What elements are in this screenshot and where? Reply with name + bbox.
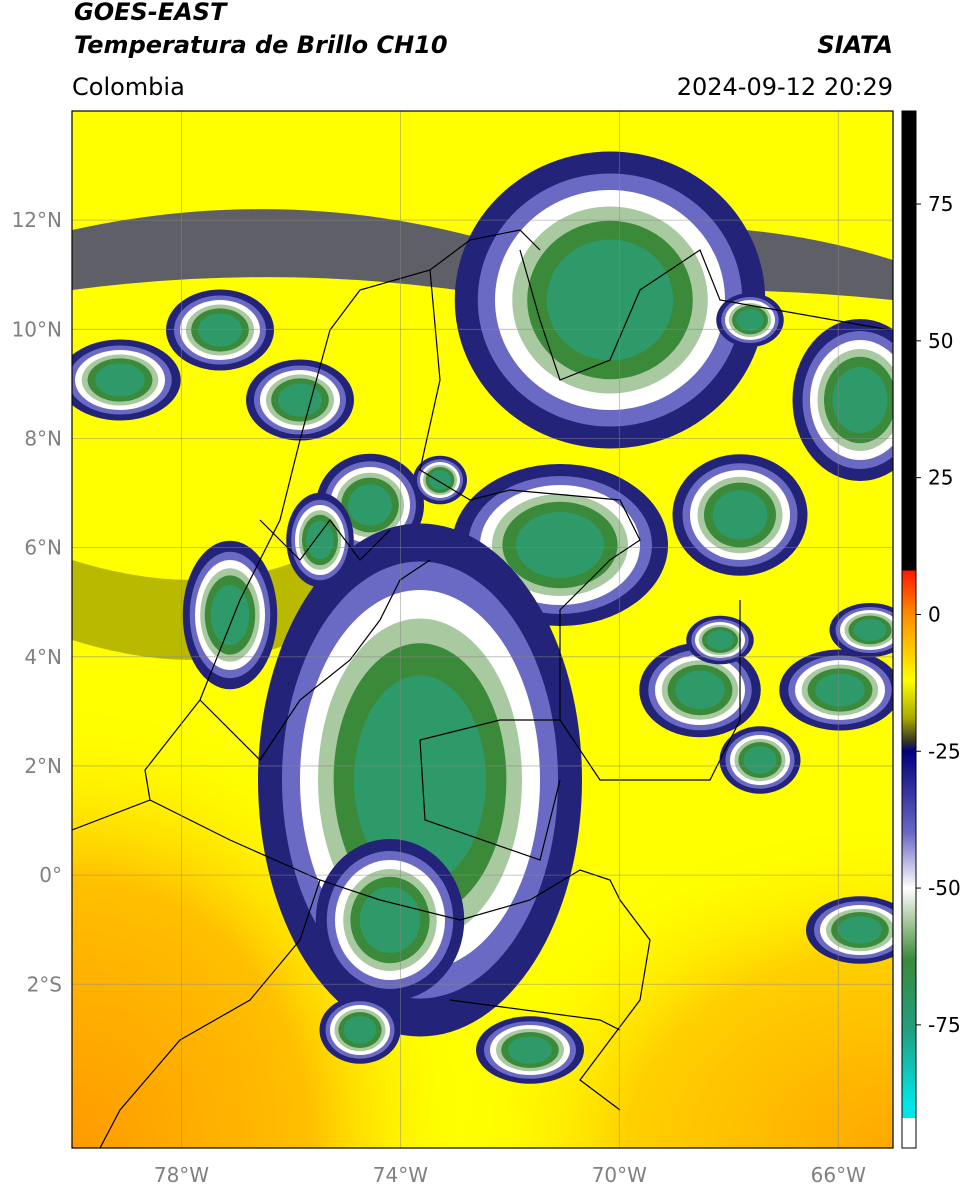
cloud [736, 309, 764, 331]
cloud [354, 675, 486, 885]
cloud [712, 490, 768, 540]
border [99, 879, 621, 1148]
region: Colombia [72, 73, 185, 101]
cloud [306, 520, 334, 560]
colorbar-tick-label: 0 [928, 602, 941, 626]
y-tick-label: 2°N [24, 754, 62, 778]
cloud [853, 619, 887, 641]
y-tick-label: 4°N [24, 645, 62, 669]
cloud [516, 512, 604, 578]
cloud [675, 670, 725, 710]
x-tick-label: 78°W [154, 1163, 209, 1187]
colorbar-tick-label: 50 [928, 329, 953, 353]
x-tick-label: 70°W [592, 1163, 647, 1187]
cloud [508, 1036, 552, 1064]
colorbar-tick-label: 75 [928, 192, 953, 216]
y-tick-label: 12°N [12, 208, 62, 232]
source: SIATA [817, 31, 893, 59]
cloud [198, 313, 242, 347]
x-tick-label: 74°W [373, 1163, 428, 1187]
cloud [838, 916, 882, 944]
y-tick-label: 6°N [24, 536, 62, 560]
cloud [359, 887, 421, 953]
border [419, 719, 561, 861]
map-frame [71, 110, 894, 1149]
clouds [72, 151, 893, 1084]
colorbar [901, 110, 917, 1149]
y-tick-label: 2°S [27, 972, 62, 996]
colorbar-tick-label: 25 [928, 466, 953, 490]
cloud [343, 1016, 377, 1044]
y-tick-label: 10°N [12, 317, 62, 341]
coastline [519, 249, 891, 381]
title: GOES-EAST [74, 0, 228, 26]
cloud [706, 630, 734, 650]
cloud [815, 673, 865, 707]
datetime: 2024-09-12 20:29 [677, 73, 893, 101]
cloud [743, 746, 777, 774]
y-tick-label: 8°N [24, 426, 62, 450]
cloud [95, 363, 145, 397]
y-tick-label: 0° [39, 863, 62, 887]
border [419, 269, 741, 781]
cloud [546, 239, 674, 361]
colorbar-tick-label: -25 [928, 739, 961, 763]
grid [72, 111, 893, 1148]
coastline [72, 229, 541, 831]
cloud [348, 484, 392, 526]
cloud [832, 367, 888, 433]
map-image [72, 111, 893, 1148]
cloud [278, 383, 322, 417]
subtitle: Temperatura de Brillo CH10 [74, 31, 448, 59]
colorbar-tick-label: -50 [928, 876, 961, 900]
colorbar-tick-label: -75 [928, 1013, 961, 1037]
x-tick-label: 66°W [811, 1163, 866, 1187]
